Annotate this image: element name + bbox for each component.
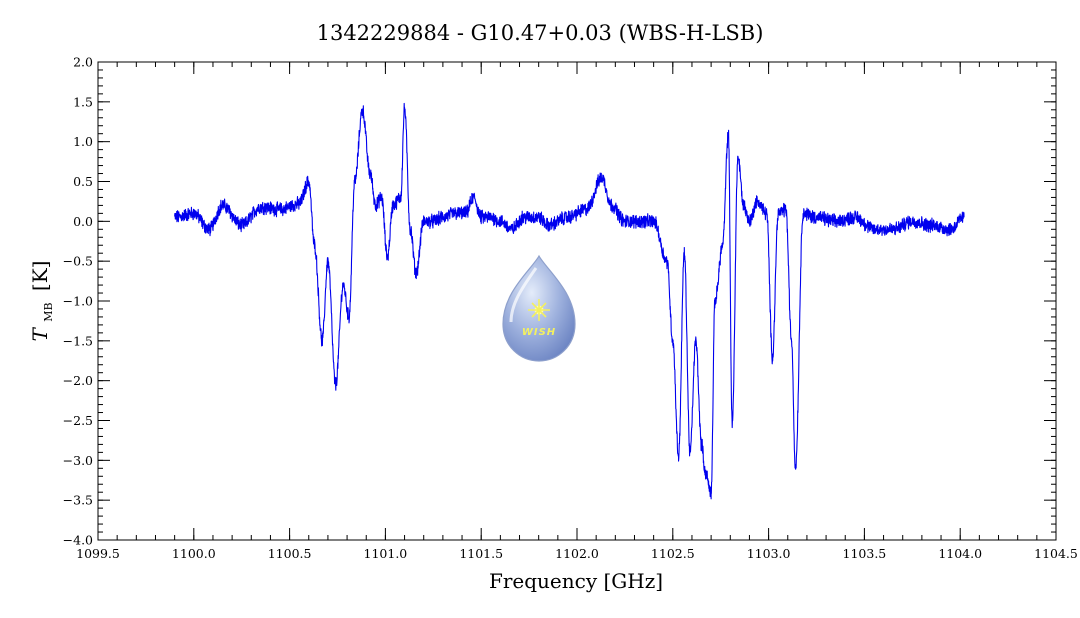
chart-title: 1342229884 - G10.47+0.03 (WBS-H-LSB) (317, 21, 764, 45)
plot-border (97, 61, 1057, 541)
x-tick-label: 1100.0 (172, 546, 216, 561)
y-axis-ticks: 2.0 1.5 1.0 0.5 0.0 −0.5 −1.0 −1.5 −2.0 −2.5 −3.0 −… (63, 55, 1056, 548)
x-tick-label: 1101.5 (459, 546, 503, 561)
y-tick-label: 0.0 (73, 214, 93, 229)
y-axis-label-unit: [K] (28, 261, 52, 292)
x-tick-label: 1099.5 (76, 546, 120, 561)
y-axis-label-sub: MB (42, 302, 55, 321)
x-tick-label: 1102.5 (651, 546, 695, 561)
y-tick-label: 1.0 (73, 134, 93, 149)
y-axis-label-main: T (28, 326, 52, 341)
x-tick-label: 1104.5 (1034, 546, 1078, 561)
y-tick-label: −1.0 (63, 294, 93, 309)
x-axis-ticks: 1099.5 1100.0 1100.5 1101.0 1101.5 1102.0 1102… (76, 62, 1078, 561)
y-tick-label: −1.5 (63, 333, 93, 348)
y-axis-label: T MB [K] (28, 261, 57, 342)
y-tick-label: 1.5 (73, 94, 93, 109)
spectrum-line (174, 102, 965, 500)
y-tick-label: −3.5 (63, 493, 93, 508)
x-tick-label: 1103.0 (747, 546, 791, 561)
y-tick-label: −4.0 (63, 533, 93, 548)
y-tick-label: −2.0 (63, 373, 93, 388)
x-axis-label: Frequency [GHz] (489, 569, 663, 593)
y-tick-label: 2.0 (73, 55, 93, 70)
y-tick-label: −3.0 (63, 453, 93, 468)
y-tick-label: −2.5 (63, 413, 93, 428)
x-tick-label: 1103.5 (843, 546, 887, 561)
logo-label: WISH (522, 327, 556, 338)
plot-frame (97, 61, 1057, 541)
x-tick-label: 1102.0 (555, 546, 599, 561)
x-tick-label: 1101.0 (364, 546, 408, 561)
wish-logo: WISH (502, 254, 576, 362)
y-tick-label: 0.5 (73, 174, 93, 189)
x-tick-label: 1100.5 (268, 546, 312, 561)
x-tick-label: 1104.0 (938, 546, 982, 561)
y-tick-label: −0.5 (63, 254, 93, 269)
